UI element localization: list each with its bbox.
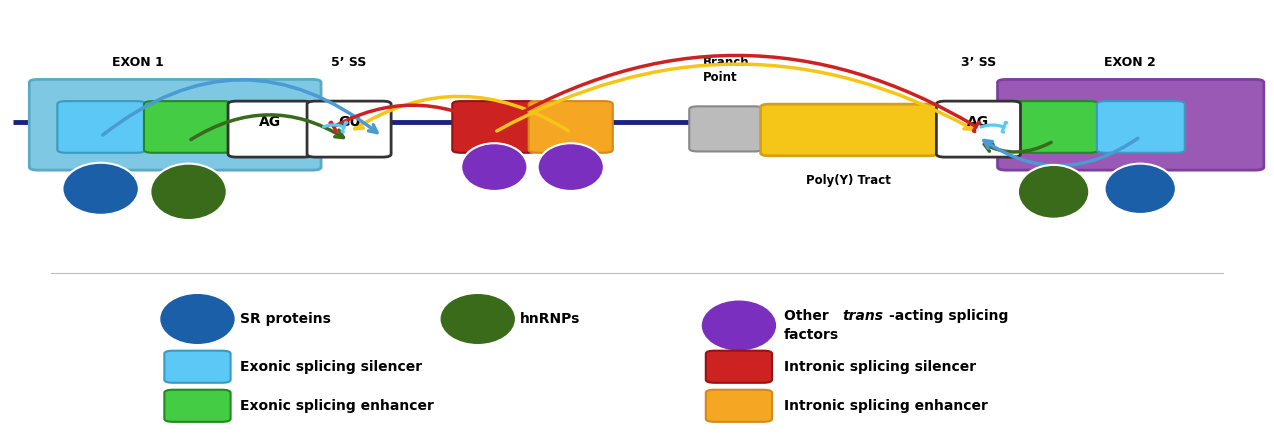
FancyBboxPatch shape [452, 101, 536, 153]
Text: Branch
Point: Branch Point [703, 56, 749, 85]
Text: factors: factors [784, 329, 838, 342]
FancyBboxPatch shape [1010, 101, 1098, 153]
FancyArrowPatch shape [497, 64, 972, 131]
Text: SR proteins: SR proteins [240, 312, 330, 326]
Text: -acting splicing: -acting splicing [889, 309, 1009, 322]
FancyBboxPatch shape [164, 390, 231, 422]
FancyArrowPatch shape [984, 138, 1138, 166]
Text: hnRNPs: hnRNPs [520, 312, 580, 326]
Ellipse shape [1018, 165, 1089, 219]
FancyBboxPatch shape [936, 101, 1020, 157]
FancyArrowPatch shape [497, 56, 980, 132]
Text: AG: AG [967, 115, 990, 128]
FancyBboxPatch shape [1097, 101, 1185, 153]
FancyBboxPatch shape [706, 390, 772, 422]
Ellipse shape [159, 293, 236, 345]
Text: Exonic splicing enhancer: Exonic splicing enhancer [240, 399, 433, 413]
Ellipse shape [150, 164, 227, 220]
FancyArrowPatch shape [324, 122, 347, 132]
Text: Poly(Y) Tract: Poly(Y) Tract [806, 174, 891, 187]
FancyBboxPatch shape [57, 101, 145, 153]
Ellipse shape [461, 143, 527, 191]
Ellipse shape [62, 163, 139, 215]
Text: AG: AG [259, 115, 282, 128]
FancyArrowPatch shape [981, 122, 1006, 132]
FancyBboxPatch shape [689, 106, 763, 151]
FancyArrowPatch shape [191, 115, 344, 140]
Text: Intronic splicing silencer: Intronic splicing silencer [784, 360, 976, 374]
FancyBboxPatch shape [307, 101, 391, 157]
Text: EXON 2: EXON 2 [1105, 56, 1156, 69]
Text: EXON 1: EXON 1 [112, 56, 163, 69]
Ellipse shape [538, 143, 604, 191]
Ellipse shape [1105, 164, 1176, 214]
FancyBboxPatch shape [164, 351, 231, 383]
FancyBboxPatch shape [998, 79, 1264, 170]
Text: 5’ SS: 5’ SS [331, 56, 367, 69]
Text: GU: GU [338, 115, 361, 128]
Text: 3’ SS: 3’ SS [961, 56, 996, 69]
FancyBboxPatch shape [228, 101, 312, 157]
FancyBboxPatch shape [706, 351, 772, 383]
Text: Other: Other [784, 309, 833, 322]
FancyBboxPatch shape [144, 101, 232, 153]
Ellipse shape [440, 293, 516, 345]
FancyBboxPatch shape [761, 104, 938, 156]
Text: Exonic splicing silencer: Exonic splicing silencer [240, 360, 422, 374]
FancyArrowPatch shape [103, 80, 377, 135]
FancyArrowPatch shape [985, 142, 1051, 152]
FancyArrowPatch shape [330, 105, 492, 132]
FancyBboxPatch shape [529, 101, 613, 153]
Text: trans: trans [842, 309, 883, 322]
FancyArrowPatch shape [354, 96, 568, 131]
Text: Intronic splicing enhancer: Intronic splicing enhancer [784, 399, 987, 413]
Ellipse shape [701, 299, 777, 352]
FancyBboxPatch shape [29, 79, 321, 170]
